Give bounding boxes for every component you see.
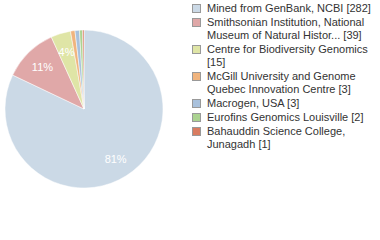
svg-text:4%: 4%	[59, 46, 75, 58]
svg-text:11%: 11%	[32, 61, 53, 73]
html-text:Bahauddin Science College, Jun: Bahauddin Science College, Junagadh [1]	[207, 125, 346, 150]
html-text:Eurofins Genomics Louisville [: Eurofins Genomics Louisville [2]	[207, 111, 364, 123]
svg-text:81%: 81%	[105, 153, 127, 165]
html-text:Centre for Biodiversity Genomi: Centre for Biodiversity Genomics [15]	[207, 43, 368, 68]
html-text:Mined from GenBank, NCBI [282]: Mined from GenBank, NCBI [282]	[207, 2, 371, 14]
html-text:McGill University and Genome Q: McGill University and Genome Quebec Inno…	[207, 70, 356, 95]
html-text:Macrogen, USA [3]: Macrogen, USA [3]	[207, 97, 300, 109]
html-text:Smithsonian Institution, Natio: Smithsonian Institution, National Museum…	[207, 16, 365, 41]
